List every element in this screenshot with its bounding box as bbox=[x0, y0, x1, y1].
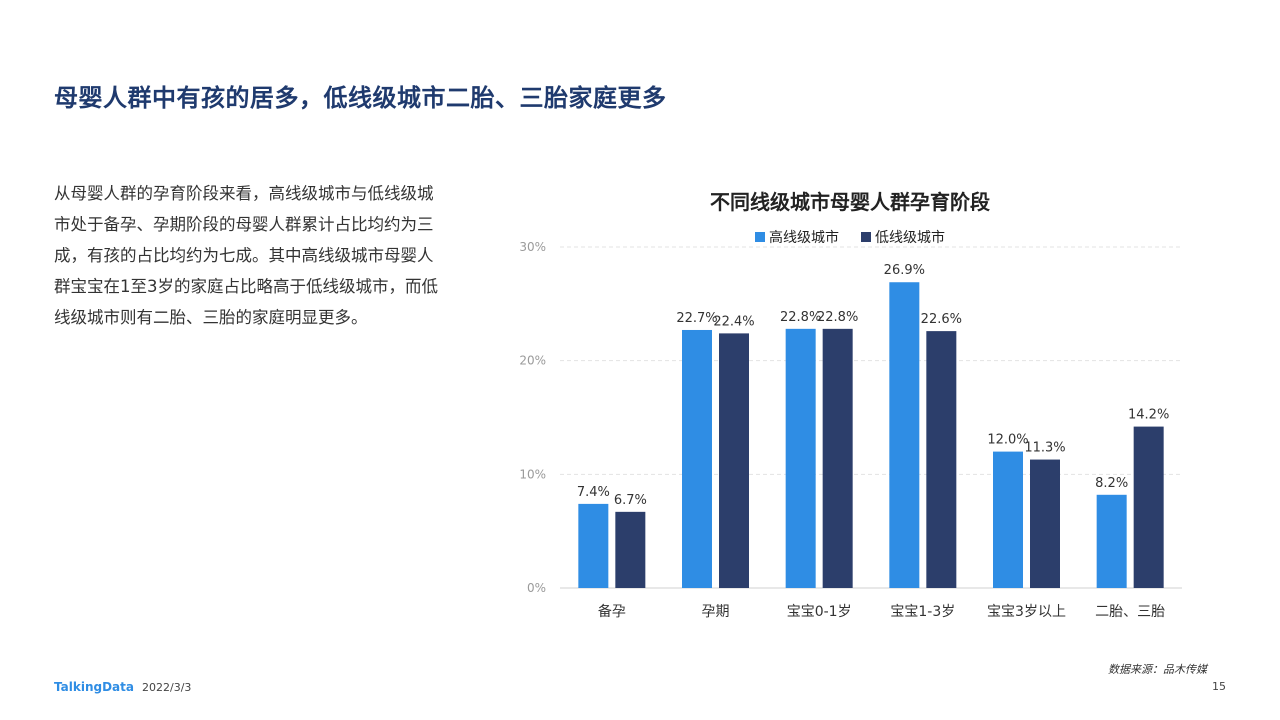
legend-item-low-tier: 低线级城市 bbox=[861, 227, 945, 247]
data-label: 11.3% bbox=[1024, 441, 1065, 456]
data-label: 14.2% bbox=[1128, 408, 1169, 423]
legend-item-high-tier: 高线级城市 bbox=[755, 227, 839, 247]
x-tick-label: 宝宝3岁以上 bbox=[987, 604, 1066, 620]
legend-label-high-tier: 高线级城市 bbox=[769, 230, 839, 246]
data-label: 6.7% bbox=[614, 493, 647, 508]
x-tick-label: 宝宝0-1岁 bbox=[787, 604, 852, 620]
data-label: 22.8% bbox=[817, 310, 858, 325]
bar-high-tier bbox=[1096, 494, 1127, 588]
y-tick-label: 30% bbox=[519, 240, 546, 254]
y-tick-label: 20% bbox=[519, 354, 546, 368]
legend-swatch-high-tier bbox=[755, 232, 765, 242]
data-label: 12.0% bbox=[987, 433, 1028, 448]
data-label: 7.4% bbox=[577, 485, 610, 500]
footer-date: 2022/3/3 bbox=[142, 681, 192, 694]
y-tick-label: 10% bbox=[519, 467, 546, 481]
page-number: 15 bbox=[1212, 680, 1226, 693]
bar-low-tier bbox=[822, 328, 853, 588]
bar-low-tier bbox=[926, 331, 957, 588]
data-source: 数据来源：品木传媒 bbox=[1108, 663, 1207, 676]
y-tick-label: 0% bbox=[527, 581, 546, 595]
data-label: 22.6% bbox=[921, 312, 962, 327]
bar-high-tier bbox=[889, 282, 920, 588]
bar-low-tier bbox=[1133, 426, 1164, 588]
data-label: 26.9% bbox=[884, 263, 925, 278]
description-paragraph: 从母婴人群的孕育阶段来看，高线级城市与低线级城市处于备孕、孕期阶段的母婴人群累计… bbox=[54, 184, 438, 327]
chart-canvas: 0%10%20%30%7.4%6.7%备孕22.7%22.4%孕期22.8%22… bbox=[519, 240, 1182, 620]
bar-high-tier bbox=[785, 328, 816, 588]
bar-low-tier bbox=[719, 333, 749, 588]
bar-high-tier bbox=[993, 451, 1023, 588]
data-label: 22.4% bbox=[713, 314, 754, 329]
bar-high-tier bbox=[578, 503, 609, 588]
data-label: 22.8% bbox=[780, 310, 821, 325]
bar-chart: 0% 10% 20% 30% 7.4% 6.7% 备孕 22.7% 22.4% 孕期 22.8% 22… bbox=[500, 180, 1200, 630]
chart-legend: 高线级城市 低线级城市 bbox=[500, 227, 1200, 247]
bar-low-tier bbox=[615, 511, 646, 588]
x-tick-label: 孕期 bbox=[702, 604, 730, 620]
chart-title: 不同线级城市母婴人群孕育阶段 bbox=[710, 190, 990, 214]
bar-low-tier bbox=[1030, 459, 1060, 588]
x-tick-label: 宝宝1-3岁 bbox=[890, 604, 955, 620]
legend-label-low-tier: 低线级城市 bbox=[875, 230, 945, 246]
brand-logo: TalkingData bbox=[54, 680, 134, 694]
x-tick-label: 备孕 bbox=[598, 603, 626, 620]
bar-high-tier bbox=[682, 329, 712, 588]
legend-swatch-low-tier bbox=[861, 232, 871, 242]
data-label: 8.2% bbox=[1095, 476, 1128, 491]
page-title: 母婴人群中有孩的居多，低线级城市二胎、三胎家庭更多 bbox=[54, 84, 667, 112]
data-label: 22.7% bbox=[676, 311, 717, 326]
x-tick-label: 二胎、三胎 bbox=[1095, 604, 1165, 620]
